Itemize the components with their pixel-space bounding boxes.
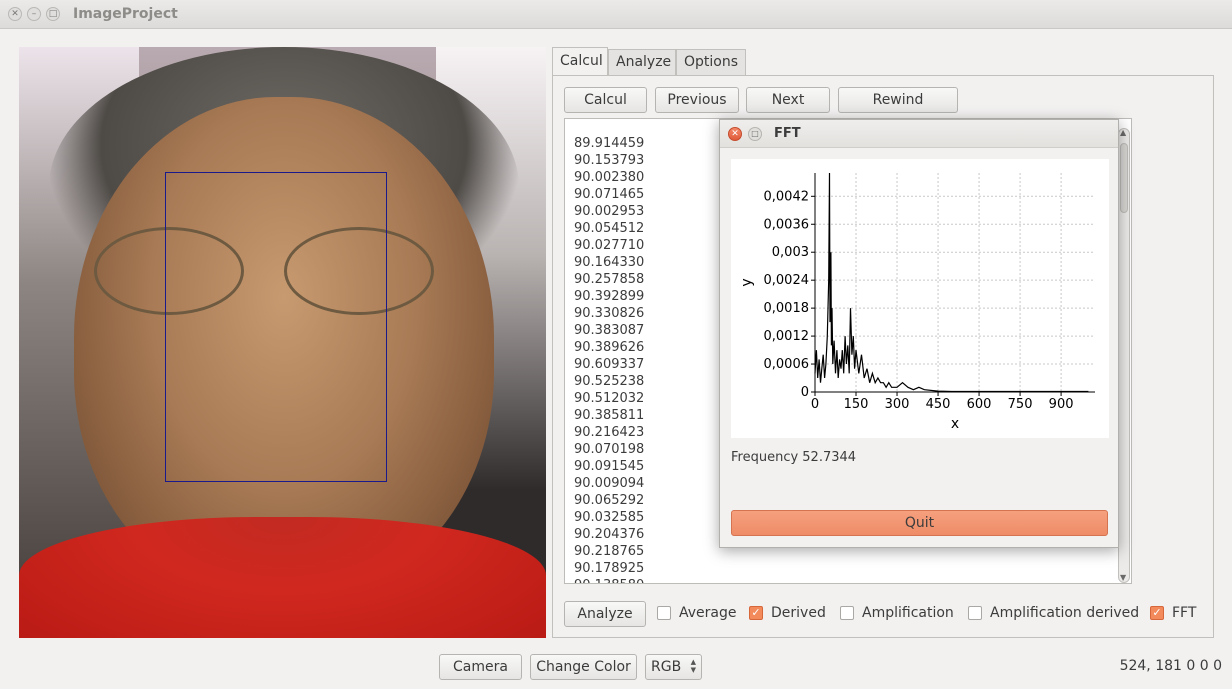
x-tick-label: 0 xyxy=(811,397,819,412)
scroll-thumb[interactable] xyxy=(1120,143,1128,213)
x-tick-label: 600 xyxy=(967,397,992,412)
frequency-label: Frequency 52.7344 xyxy=(731,450,857,465)
list-item[interactable]: 90.054512 xyxy=(574,221,645,236)
x-tick-label: 300 xyxy=(885,397,910,412)
dialog-title-bar: ✕ □ FFT xyxy=(720,120,1118,148)
x-tick-label: 900 xyxy=(1049,397,1074,412)
face-detection-rectangle xyxy=(165,172,387,482)
amplification-check-icon[interactable] xyxy=(840,606,854,620)
status-readout: 524, 181 0 0 0 xyxy=(1119,658,1222,674)
y-tick-label: 0,0006 xyxy=(764,357,810,372)
x-tick-label: 150 xyxy=(844,397,869,412)
amplification-derived-check-icon[interactable] xyxy=(968,606,982,620)
list-item[interactable]: 89.914459 xyxy=(574,136,645,151)
maximize-window-icon[interactable]: □ xyxy=(46,7,60,21)
y-tick-label: 0,0024 xyxy=(764,273,810,288)
x-axis-label: x xyxy=(951,416,959,432)
previous-button[interactable]: Previous xyxy=(655,87,739,113)
camera-button[interactable]: Camera xyxy=(439,654,522,680)
glasses xyxy=(94,227,454,317)
list-item[interactable]: 90.218765 xyxy=(574,544,645,559)
list-item[interactable]: 90.383087 xyxy=(574,323,645,338)
y-tick-label: 0,0012 xyxy=(764,329,810,344)
tab-analyze[interactable]: Analyze xyxy=(608,49,676,76)
camera-view[interactable] xyxy=(19,47,546,638)
close-window-icon[interactable]: ✕ xyxy=(8,7,22,21)
scroll-down-icon[interactable]: ▼ xyxy=(1120,573,1127,582)
list-item[interactable]: 90.002380 xyxy=(574,170,645,185)
calcul-button[interactable]: Calcul xyxy=(564,87,647,113)
list-item[interactable]: 90.002953 xyxy=(574,204,645,219)
next-button[interactable]: Next xyxy=(746,87,830,113)
dialog-title: FFT xyxy=(774,126,801,141)
y-tick-label: 0,0036 xyxy=(764,217,810,232)
y-tick-label: 0 xyxy=(801,385,809,400)
list-item[interactable]: 90.009094 xyxy=(574,476,645,491)
list-item[interactable]: 90.385811 xyxy=(574,408,645,423)
x-tick-label: 450 xyxy=(926,397,951,412)
list-item[interactable]: 90.204376 xyxy=(574,527,645,542)
fft-plot: 0 150 300 450 600 750 900 0 0,0006 0,0012 0,0018 0,… xyxy=(731,159,1109,438)
list-scrollbar[interactable]: ▲ ▼ xyxy=(1118,128,1130,583)
y-tick-label: 0,003 xyxy=(772,245,809,260)
list-item[interactable]: 90.178925 xyxy=(574,561,645,576)
tab-options[interactable]: Options xyxy=(676,49,746,76)
list-item[interactable]: 90.525238 xyxy=(574,374,645,389)
change-color-button[interactable]: Change Color xyxy=(530,654,637,680)
list-item[interactable]: 90.216423 xyxy=(574,425,645,440)
face-image xyxy=(74,97,494,597)
x-tick-label: 750 xyxy=(1008,397,1033,412)
list-item[interactable]: 90.257858 xyxy=(574,272,645,287)
fft-check-icon[interactable]: ✓ xyxy=(1150,606,1164,620)
derived-check-icon[interactable]: ✓ xyxy=(749,606,763,620)
list-item[interactable]: 90.153793 xyxy=(574,153,645,168)
analyze-button[interactable]: Analyze xyxy=(564,601,646,627)
y-tick-label: 0,0018 xyxy=(764,301,810,316)
list-item[interactable]: 90.330826 xyxy=(574,306,645,321)
dialog-close-icon[interactable]: ✕ xyxy=(728,127,742,141)
list-item[interactable]: 90.027710 xyxy=(574,238,645,253)
color-mode-select[interactable]: RGB ▲ ▼ xyxy=(645,654,702,680)
list-item[interactable]: 90.164330 xyxy=(574,255,645,270)
list-item[interactable]: 90.091545 xyxy=(574,459,645,474)
list-item[interactable]: 90.389626 xyxy=(574,340,645,355)
title-bar: ✕ – □ ImageProject xyxy=(0,0,1232,29)
fft-series-line xyxy=(814,172,1089,393)
quit-button[interactable]: Quit xyxy=(731,510,1108,536)
list-item[interactable]: 90.065292 xyxy=(574,493,645,508)
tab-calcul[interactable]: Calcul xyxy=(552,47,608,77)
list-item[interactable]: 90.070198 xyxy=(574,442,645,457)
fft-dialog: ✕ □ FFT 0 150 300 450 600 750 900 0 0,0006 0,0012… xyxy=(719,119,1119,548)
fft-chart: 0 150 300 450 600 750 900 0 0,0006 0,0012 0,0018 0,… xyxy=(739,172,1095,432)
list-item[interactable]: 90.609337 xyxy=(574,357,645,372)
list-item[interactable]: 90.512032 xyxy=(574,391,645,406)
spin-arrows-icon[interactable]: ▲ ▼ xyxy=(690,658,696,674)
list-item[interactable]: 90.032585 xyxy=(574,510,645,525)
y-axis-label: y xyxy=(739,278,755,286)
y-tick-label: 0,0042 xyxy=(764,189,810,204)
rewind-button[interactable]: Rewind xyxy=(838,87,958,113)
minimize-window-icon[interactable]: – xyxy=(27,7,41,21)
average-check-icon[interactable] xyxy=(657,606,671,620)
window-title: ImageProject xyxy=(73,6,178,22)
list-item[interactable]: 90.392899 xyxy=(574,289,645,304)
list-item[interactable]: 90.071465 xyxy=(574,187,645,202)
scroll-up-icon[interactable]: ▲ xyxy=(1120,128,1127,137)
list-item[interactable]: 90.138580 xyxy=(574,577,644,583)
dialog-maximize-icon[interactable]: □ xyxy=(748,127,762,141)
